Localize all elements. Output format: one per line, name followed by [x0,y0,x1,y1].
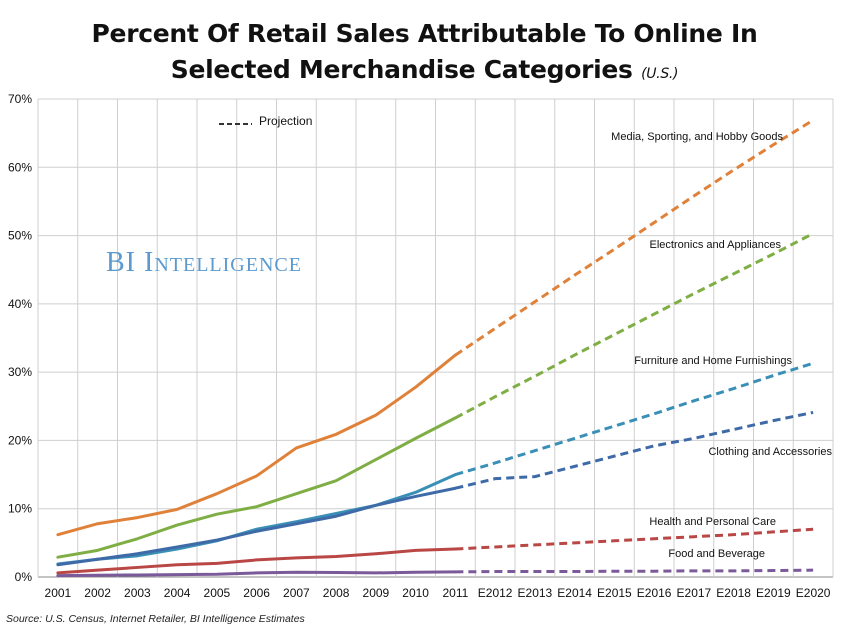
x-tick-label: 2006 [243,586,270,600]
title-suffix: (U.S.) [641,66,679,82]
series-line-projection [455,527,814,551]
y-tick-label: 30% [8,365,32,379]
series-line-actual [56,353,457,537]
x-tick-label: E2020 [796,586,831,600]
x-tick-label: 2008 [323,586,350,600]
y-tick-label: 0% [15,570,33,584]
x-tick-label: E2012 [478,586,513,600]
x-tick-label: 2009 [363,586,390,600]
y-tick-label: 40% [8,297,32,311]
series-line-projection [454,118,814,357]
y-tick-label: 50% [8,229,32,243]
series-lines [56,118,814,578]
series-line-actual [56,416,457,559]
y-tick-label: 20% [8,433,32,447]
chart-title: Percent Of Retail Sales Attributable To … [0,16,849,92]
x-axis: 2001 2002 2003 2004 2005 2006 2007 2008 2009 2010… [45,586,831,600]
x-tick-label: E2014 [557,586,592,600]
x-tick-label: E2015 [597,586,632,600]
x-tick-label: E2013 [518,586,553,600]
series-label: Health and Personal Care [649,516,776,528]
title-line-2-text: Selected Merchandise Categories [170,55,633,84]
x-tick-label: 2005 [204,586,231,600]
y-tick-label: 60% [8,160,32,174]
y-tick-label: 10% [8,502,32,516]
x-tick-label: 2001 [45,586,72,600]
x-tick-label: 2003 [124,586,151,600]
x-tick-label: 2002 [84,586,111,600]
projection-legend-label: Projection [259,114,312,128]
series-line-actual [56,570,457,578]
series-line-projection [455,410,814,490]
series-line-projection [455,568,814,574]
series-line-actual [56,486,457,567]
x-tick-label: E2018 [716,586,751,600]
series-label: Furniture and Home Furnishings [634,355,792,367]
x-tick-label: E2016 [637,586,672,600]
x-tick-label: E2019 [756,586,791,600]
series-label: Media, Sporting, and Hobby Goods [611,131,783,143]
series-label: Clothing and Accessories [708,446,832,458]
series-line-projection [454,361,814,477]
series-label: Food and Beverage [668,548,765,560]
title-line-1: Percent Of Retail Sales Attributable To … [91,19,758,48]
series-line-projection [454,232,814,420]
gridlines [37,98,834,578]
source-note: Source: U.S. Census, Internet Retailer, … [6,613,305,625]
title-line-2: Selected Merchandise Categories (U.S.) [0,52,849,92]
series-labels: Media, Sporting, and Hobby Goods Electron… [611,131,832,560]
x-tick-label: E2017 [677,586,712,600]
x-tick-label: 2011 [442,586,468,600]
y-axis: 0% 10% 20% 30% 40% 50% 60% 70% [8,92,32,584]
bi-intelligence-watermark: BI Intelligence [106,247,302,278]
series-label: Electronics and Appliances [650,239,782,251]
x-tick-label: 2010 [402,586,429,600]
x-tick-label: 2004 [164,586,191,600]
legend: Projection [219,114,312,128]
y-tick-label: 70% [8,92,32,106]
x-tick-label: 2007 [283,586,310,600]
series-line-actual [56,547,457,575]
